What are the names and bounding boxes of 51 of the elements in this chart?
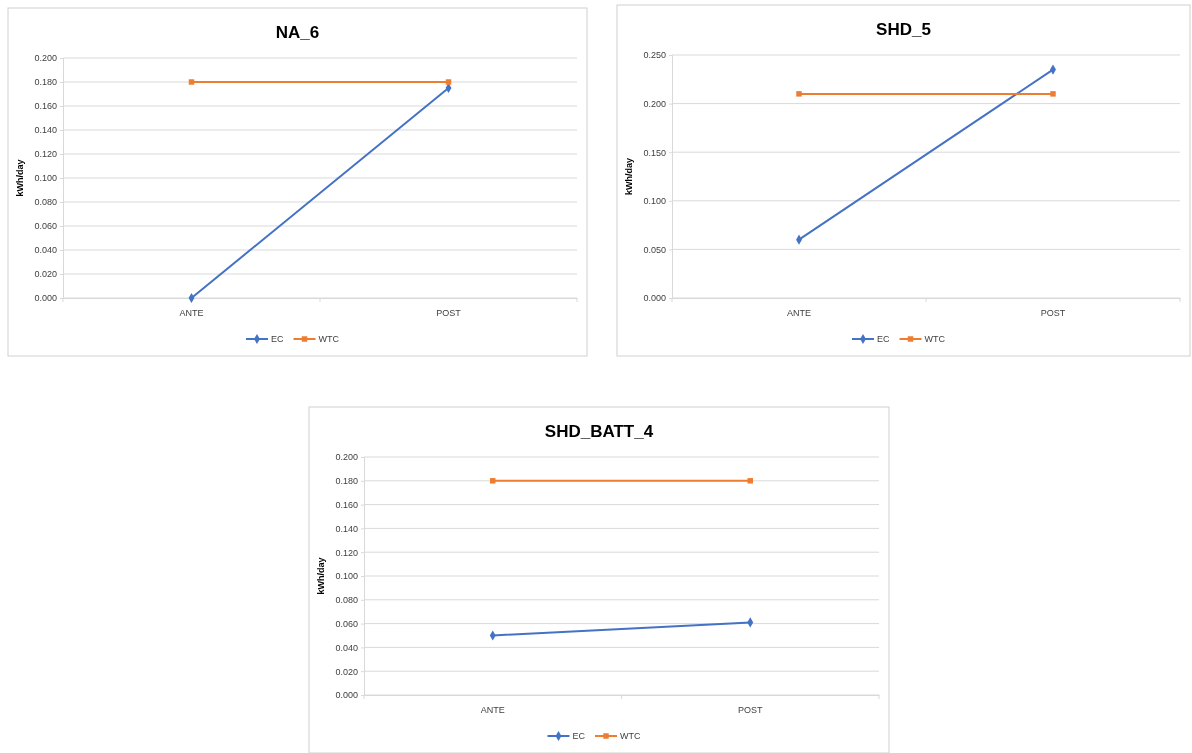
y-tick-label: 0.160 bbox=[335, 499, 358, 510]
y-tick-label: 0.150 bbox=[643, 147, 666, 158]
point bbox=[490, 478, 496, 484]
y-tick-label: 0.100 bbox=[34, 173, 57, 184]
y-tick-label: 0.100 bbox=[335, 571, 358, 582]
y-tick-label: 0.100 bbox=[643, 196, 666, 207]
y-tick-label: 0.050 bbox=[643, 244, 666, 255]
legend-label: WTC bbox=[318, 334, 340, 344]
legend-label: WTC bbox=[924, 334, 946, 344]
y-axis-title: kWh/day bbox=[316, 557, 326, 595]
y-tick-label: 0.060 bbox=[34, 221, 57, 232]
y-tick-label: 0.040 bbox=[34, 245, 57, 256]
y-tick-label: 0.160 bbox=[34, 101, 57, 112]
x-tick-label: ANTE bbox=[179, 308, 204, 319]
y-tick-label: 0.000 bbox=[34, 293, 57, 304]
chart-title: SHD_BATT_4 bbox=[544, 422, 654, 441]
y-tick-label: 0.020 bbox=[34, 269, 57, 280]
y-tick-label: 0.020 bbox=[335, 666, 358, 677]
y-axis-title: kWh/day bbox=[15, 159, 25, 197]
x-tick-label: POST bbox=[737, 705, 763, 716]
y-tick-label: 0.060 bbox=[335, 618, 358, 629]
chart-title: NA_6 bbox=[275, 23, 320, 42]
point bbox=[1050, 91, 1056, 97]
legend-label: EC bbox=[876, 334, 890, 344]
chart-title: SHD_5 bbox=[876, 20, 931, 39]
y-axis-title: kWh/day bbox=[624, 157, 634, 196]
y-tick-label: 0.200 bbox=[335, 452, 358, 463]
point bbox=[747, 478, 753, 484]
y-tick-label: 0.250 bbox=[643, 50, 666, 61]
y-tick-label: 0.080 bbox=[34, 197, 57, 208]
y-tick-label: 0.140 bbox=[34, 125, 57, 136]
y-tick-label: 0.180 bbox=[34, 77, 57, 88]
legend-label: EC bbox=[270, 334, 284, 344]
legend-label: EC bbox=[572, 731, 586, 741]
y-tick-label: 0.120 bbox=[335, 547, 358, 558]
x-tick-label: ANTE bbox=[786, 308, 812, 319]
y-tick-label: 0.120 bbox=[34, 149, 57, 160]
point bbox=[796, 91, 802, 97]
y-tick-label: 0.140 bbox=[335, 523, 358, 534]
y-tick-label: 0.200 bbox=[643, 98, 666, 109]
x-tick-label: POST bbox=[1040, 308, 1066, 319]
y-tick-label: 0.200 bbox=[34, 53, 57, 64]
y-tick-label: 0.040 bbox=[335, 642, 358, 653]
y-tick-label: 0.180 bbox=[335, 476, 358, 487]
y-tick-label: 0.000 bbox=[643, 293, 666, 304]
x-tick-label: ANTE bbox=[480, 705, 505, 716]
point bbox=[188, 79, 195, 85]
y-tick-label: 0.080 bbox=[335, 595, 358, 606]
y-tick-label: 0.000 bbox=[335, 690, 358, 701]
legend-label: WTC bbox=[620, 731, 641, 741]
x-tick-label: POST bbox=[436, 308, 462, 319]
